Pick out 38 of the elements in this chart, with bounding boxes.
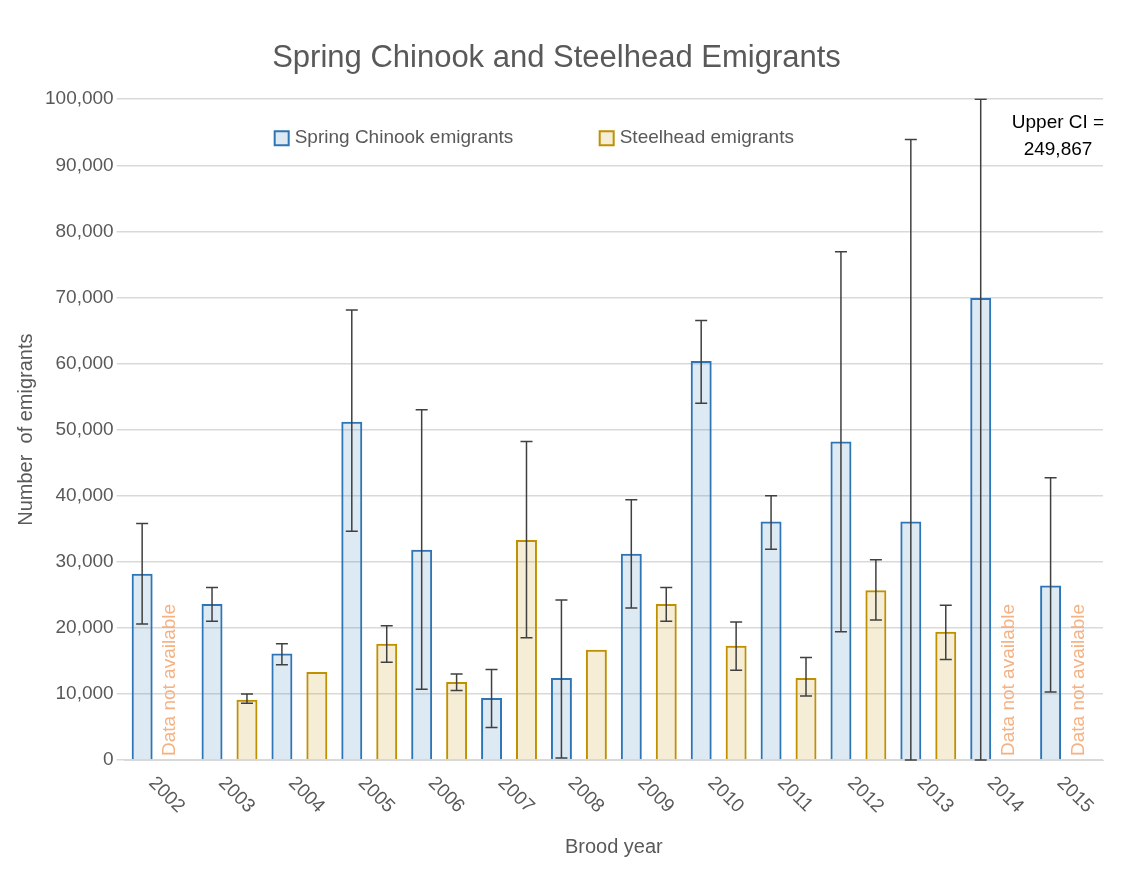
bar [935,631,957,760]
legend-label: Spring Chinook emigrants [294,126,514,148]
bar [411,549,433,760]
bar [306,672,328,760]
bar [236,699,258,760]
bar [725,645,747,760]
bar [131,573,153,760]
chart-title: Spring Chinook and Steelhead Emigrants [272,39,841,75]
bar [585,649,607,760]
bar [201,604,223,760]
bar [655,604,677,760]
annotation: Upper CI = 249,867 [1011,110,1105,159]
x-axis-title: Brood year [564,834,664,857]
bar [271,653,293,760]
y-tick-label: 40,000 [55,483,114,505]
bar [446,682,468,760]
bar [341,421,363,760]
bar [620,553,642,760]
annotation: Data not available [1066,603,1088,756]
legend-label: Steelhead emigrants [619,126,794,148]
y-tick-label: 30,000 [55,549,114,571]
bar [516,539,537,760]
y-tick-label: 70,000 [55,285,114,307]
y-tick-label: 10,000 [55,682,114,704]
bar [376,643,398,760]
y-tick-label: 0 [103,748,114,770]
y-tick-label: 100,000 [44,87,114,109]
y-tick-label: 50,000 [55,417,114,439]
bar [865,590,887,760]
annotation: Data not available [996,603,1018,756]
bar [760,521,782,760]
y-tick-label: 20,000 [55,616,114,638]
y-tick-label: 60,000 [55,351,114,373]
annotation: Data not available [158,603,180,756]
y-tick-label: 80,000 [55,219,114,241]
y-tick-label: 90,000 [55,153,114,175]
bar [690,360,712,760]
y-axis-title: Number of emigrants [13,333,36,526]
